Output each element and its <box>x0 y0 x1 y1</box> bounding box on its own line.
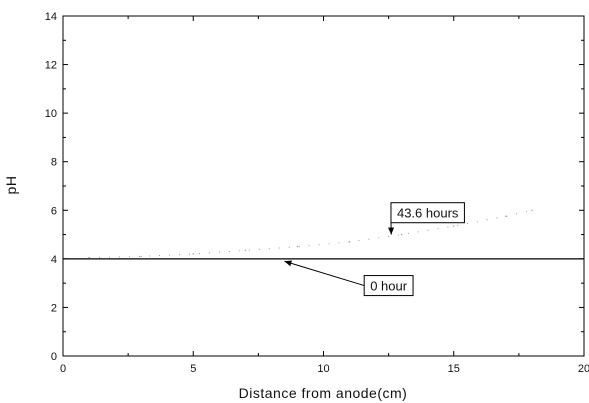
x-tick-label: 15 <box>448 363 460 375</box>
x-tick-label: 10 <box>317 363 329 375</box>
annotation-arrowhead <box>388 227 395 235</box>
y-tick-label: 2 <box>51 302 57 314</box>
annotations-layer: 43.6 hours 0 hour <box>284 202 465 297</box>
x-tick-label: 5 <box>190 363 196 375</box>
data-point <box>296 246 299 248</box>
series-layer <box>63 209 584 260</box>
annotation-arrowhead <box>284 260 292 267</box>
plot-area <box>62 15 585 357</box>
annotation-arrow-line <box>284 260 365 287</box>
data-point <box>400 233 403 236</box>
data-point <box>192 253 194 255</box>
data-point <box>531 209 533 211</box>
data-point <box>348 241 351 243</box>
x-axis: 0 5 10 15 20 <box>60 16 589 375</box>
y-axis: 0 2 4 6 8 10 12 14 <box>45 11 584 363</box>
series-line-1 <box>89 209 533 259</box>
y-tick-label: 6 <box>51 205 57 217</box>
annotation-box <box>390 202 465 224</box>
data-point <box>140 255 142 258</box>
x-tick-label: 0 <box>60 363 66 375</box>
data-point <box>244 249 247 252</box>
y-tick-label: 8 <box>51 157 57 169</box>
data-point <box>505 215 507 218</box>
x-tick-label: 20 <box>578 363 589 375</box>
annotation-label: 43.6 hours <box>397 206 459 221</box>
y-axis-title: pH <box>3 176 19 195</box>
data-point <box>453 225 455 227</box>
y-tick-label: 4 <box>51 254 57 266</box>
y-tick-label: 14 <box>45 11 57 23</box>
data-point <box>88 256 90 259</box>
y-tick-label: 0 <box>51 351 57 363</box>
y-tick-label: 10 <box>45 108 57 120</box>
x-axis-title: Distance from anode(cm) <box>239 385 408 401</box>
annotation-label: 0 hour <box>370 279 408 294</box>
y-tick-label: 12 <box>45 60 57 72</box>
plot-frame <box>62 15 585 357</box>
